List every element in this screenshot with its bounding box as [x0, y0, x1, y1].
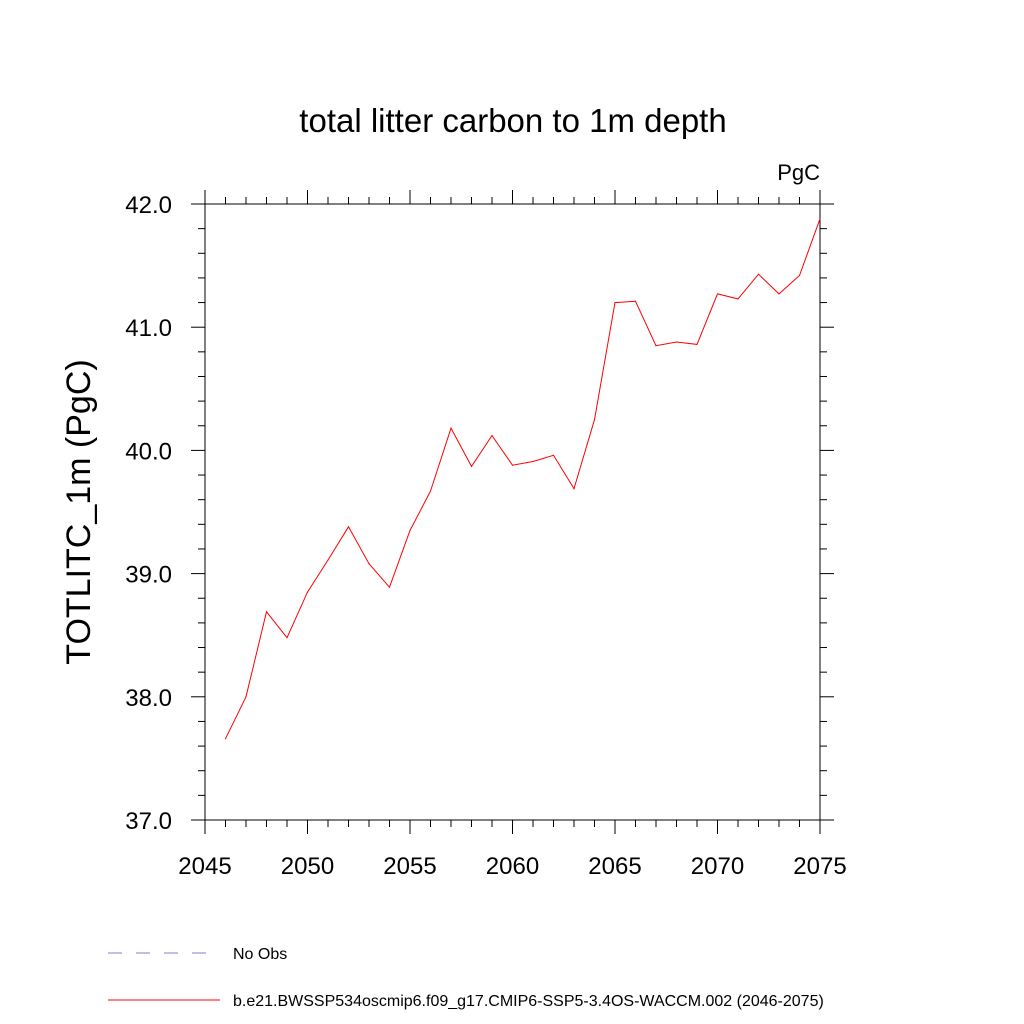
- data-point: [716, 293, 719, 295]
- chart-title: total litter carbon to 1m depth: [299, 102, 726, 139]
- data-point: [286, 637, 288, 639]
- data-point: [532, 460, 534, 463]
- data-point: [655, 345, 657, 347]
- data-point: [470, 465, 473, 468]
- data-point: [327, 559, 329, 561]
- data-point: [573, 487, 575, 490]
- y-tick-label: 41.0: [125, 315, 172, 342]
- y-tick-label: 38.0: [125, 685, 172, 712]
- data-point: [737, 298, 739, 300]
- data-point: [798, 274, 801, 277]
- x-tick-label: 2070: [691, 853, 744, 880]
- x-tick-label: 2060: [486, 853, 539, 880]
- x-tick-label: 2045: [178, 853, 231, 880]
- data-point: [757, 273, 760, 275]
- data-point: [552, 454, 555, 456]
- data-point: [511, 464, 514, 466]
- data-point: [593, 419, 596, 421]
- data-point: [778, 293, 780, 295]
- data-point: [265, 611, 268, 613]
- data-point: [819, 218, 821, 220]
- x-tick-label: 2050: [281, 853, 334, 880]
- data-point: [306, 591, 309, 593]
- data-point: [368, 563, 370, 565]
- y-tick-label: 37.0: [125, 808, 172, 835]
- data-point: [429, 490, 432, 492]
- y-tick-label: 40.0: [125, 438, 172, 465]
- x-tick-label: 2075: [793, 853, 846, 880]
- units-label: PgC: [777, 160, 820, 185]
- data-point: [409, 529, 411, 532]
- x-tick-label: 2055: [383, 853, 436, 880]
- y-tick-label: 42.0: [125, 192, 172, 219]
- data-point: [388, 586, 391, 588]
- data-point: [224, 738, 227, 740]
- data-point: [675, 341, 678, 343]
- data-point: [614, 301, 616, 304]
- data-point: [634, 300, 637, 302]
- legend-label-1: No Obs: [233, 946, 287, 963]
- data-point: [491, 435, 493, 437]
- y-tick-label: 39.0: [125, 562, 172, 589]
- data-point: [245, 696, 247, 698]
- data-point: [347, 526, 350, 528]
- x-tick-label: 2065: [588, 853, 641, 880]
- data-point: [696, 343, 698, 346]
- y-axis-label: TOTLITC_1m (PgC): [60, 359, 98, 664]
- legend-label-0: b.e21.BWSSP534oscmip6.f09_g17.CMIP6-SSP5…: [233, 993, 824, 1010]
- series-line-0: [225, 218, 821, 739]
- data-point: [450, 427, 452, 429]
